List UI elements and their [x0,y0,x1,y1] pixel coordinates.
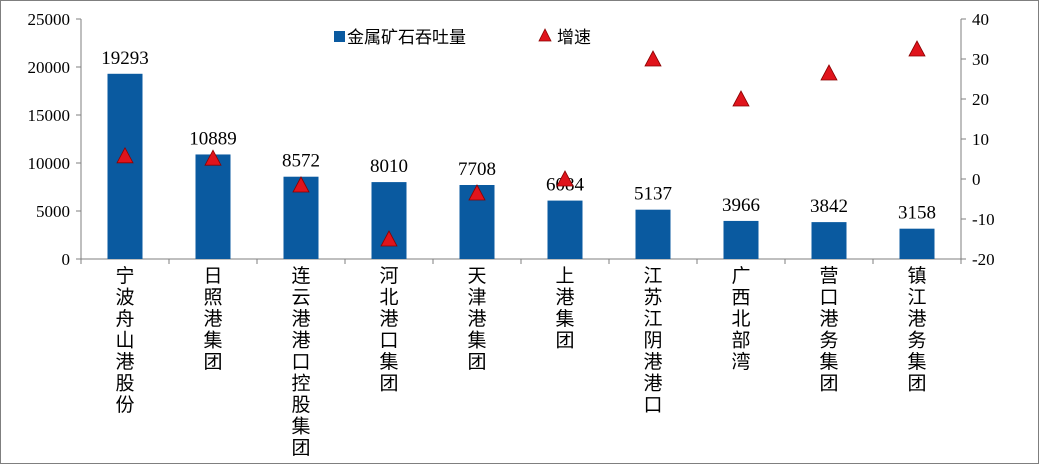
left-tick-label: 25000 [28,10,71,29]
category-label: 天津港集团 [467,266,486,373]
bar [547,200,583,259]
bar [107,73,143,259]
left-tick-label: 20000 [28,58,71,77]
legend-triangle-swatch [538,28,552,42]
category-label: 上港集团 [555,265,574,352]
bar [195,154,231,259]
bar-value-label: 3966 [722,195,760,216]
growth-marker [468,184,486,201]
right-tick-label: 40 [972,10,989,29]
bar-value-label: 7708 [458,159,496,180]
category-label: 广西北部湾 [731,265,750,373]
left-tick-label: 10000 [28,154,71,173]
right-tick-label: 10 [972,130,989,149]
bar [723,220,759,259]
bar-value-label: 10889 [189,128,237,149]
right-tick-label: 0 [972,170,981,189]
category-label: 江苏江阴港港口 [643,265,662,416]
bar [811,222,847,259]
right-tick-label: -20 [972,250,995,269]
legend: 金属矿石吞吐量 增速 [334,28,591,48]
category-label: 镇江港务集团 [907,265,926,395]
growth-marker [556,170,574,187]
growth-marker [380,230,398,247]
right-tick-label: -10 [972,210,995,229]
growth-marker [116,146,134,164]
bar-value-label: 5137 [634,184,672,205]
growth-marker [644,50,662,67]
growth-markers-series [116,40,926,247]
legend-growth-label: 增速 [557,28,591,48]
left-tick-label: 0 [62,250,71,269]
bar [371,182,407,259]
category-label: 河北港口集团 [379,265,398,395]
bar-value-label: 19293 [101,48,149,69]
bar-value-label: 3842 [810,196,848,217]
legend-bar-swatch [334,31,345,42]
bar [635,209,671,259]
data-labels: 1929310889857280107708608451373966384231… [101,48,936,224]
growth-marker [732,90,750,107]
right-tick-label: 30 [972,50,989,69]
left-tick-label: 15000 [28,106,71,125]
right-tick-label: 20 [972,90,989,109]
category-labels: 宁波舟山港股份 日照港集团 连云港港口控股集团 河北港口集团 天津港集团 上港集团 江苏江阴… [115,265,926,459]
growth-marker [292,176,310,193]
category-label: 日照港集团 [203,266,222,373]
category-label: 营口港务集团 [819,265,838,395]
legend-bar-label: 金属矿石吞吐量 [347,28,466,48]
bars-series [107,73,935,259]
growth-marker [908,40,926,57]
bar-value-label: 8010 [370,156,408,177]
bar-value-label: 3158 [898,203,936,224]
category-label: 宁波舟山港股份 [115,265,134,416]
bar-value-label: 8572 [282,151,320,172]
tick-labels: 0 5000 10000 15000 20000 25000 -20 -10 0 10 20 30 40 [28,10,995,269]
left-tick-label: 5000 [36,202,70,221]
growth-marker [820,64,838,81]
bar [899,228,935,259]
growth-marker [204,149,222,166]
category-label: 连云港港口控股集团 [291,265,310,459]
